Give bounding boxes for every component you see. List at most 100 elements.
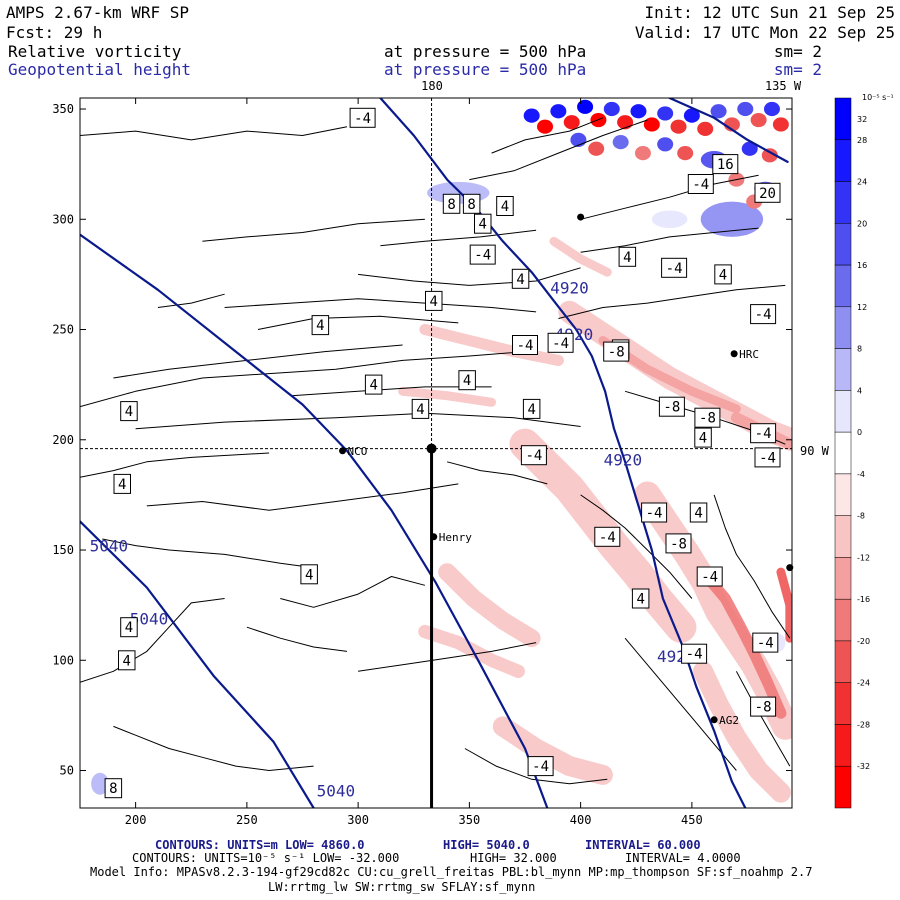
colorbar-bin--24 [834, 682, 852, 725]
geopotential-contour-summary: CONTOURS: UNITS=m LOW= 4860.0 [155, 838, 365, 852]
vorticity-label-21: -4 [750, 423, 777, 444]
field2-smoothing: sm= 2 [774, 60, 822, 79]
vorticity-label-box [511, 268, 530, 289]
vorticity-label-28: -8 [665, 533, 692, 554]
vorticity-label-text: -4 [525, 448, 542, 464]
field2-name: Geopotential height [8, 60, 191, 79]
vorticity-label-box [442, 193, 461, 214]
station-label: HRC [739, 348, 759, 361]
vorticity-contour-19 [580, 227, 759, 253]
vorticity-label-box [603, 341, 630, 362]
colorbar-tick-32: 32 [857, 115, 867, 124]
model-info-line2: LW:rrtmg_lw SW:rrtmg_sw SFLAY:sf_mynn [268, 880, 535, 894]
vorticity-contour-14 [113, 725, 314, 771]
vorticity-label-text: 4 [123, 653, 131, 669]
field1-name: Relative vorticity [8, 42, 182, 61]
colorbar-tick-16: 16 [857, 261, 867, 270]
vorticity-label-17: -4 [520, 445, 547, 466]
vorticity-contour-26 [624, 637, 737, 771]
vorticity-label-text: -4 [354, 111, 371, 127]
vorticity-label-text: 4 [463, 373, 471, 389]
vorticity-label-34: -4 [752, 632, 779, 653]
vorticity-contour-9 [80, 452, 270, 478]
vorticity-label-31: 4 [631, 588, 650, 609]
init-time: Init: 12 UTC Sun 21 Sep 25 [645, 3, 895, 22]
vorticity-label-text: 20 [759, 186, 776, 202]
vorticity-label-26: 4 [689, 502, 708, 523]
vorticity-label-box [754, 447, 781, 468]
y-axis: 50 100 150 200 250 300 350 [52, 102, 792, 778]
station-label: Henry [439, 531, 472, 544]
vorticity-label-text: -8 [608, 345, 625, 361]
y-tick-label-100: 100 [52, 653, 74, 667]
colorbar-tick-0: 0 [857, 428, 862, 437]
vorticity-label-33: 4 [118, 650, 136, 671]
vorticity-labels: -48844-444-4-4844444-4-8-8-8-44-44-44-4-… [104, 107, 781, 799]
vorticity-label-41: 4 [714, 264, 732, 285]
vorticity-label-text: 4 [501, 199, 509, 215]
vorticity-label-box [750, 304, 777, 325]
vorticity-label-text: -8 [755, 700, 772, 716]
vorticity-label-35: -4 [681, 643, 708, 664]
colorbar-bin--4 [834, 473, 852, 516]
geopotential-contour-high: HIGH= 5040.0 [443, 838, 530, 852]
vorticity-label-box [594, 526, 621, 547]
vorticity-contour-29 [446, 461, 548, 485]
colorbar-bin--16 [834, 598, 852, 642]
colorbar-tick-8: 8 [857, 345, 862, 354]
vorticity-label-box [689, 502, 708, 523]
vorticity-label-text: 4 [699, 431, 707, 447]
vorticity-label-box [311, 315, 330, 336]
colorbar-units: 10⁻⁵ s⁻¹ [862, 93, 894, 102]
field1-smoothing: sm= 2 [774, 42, 822, 61]
vorticity-label-text: -4 [666, 261, 683, 277]
vorticity-label-box [631, 588, 650, 609]
vorticity-label-24: 4 [113, 473, 131, 494]
vorticity-label-45: 16 [712, 154, 739, 175]
negative-vorticity-band-12 [549, 236, 612, 277]
vorticity-label-box [522, 398, 541, 419]
chart-header: AMPS 2.67-km WRF SP Init: 12 UTC Sun 21 … [6, 3, 895, 458]
mountain-vorticity-cell-10 [643, 117, 660, 132]
mountain-vorticity-cell-20 [772, 117, 789, 132]
colorbar-bin-12 [834, 306, 852, 349]
mountain-vorticity-cell-18 [750, 112, 767, 128]
vorticity-label-42: -4 [750, 304, 777, 325]
colorbar-bin-24 [834, 181, 852, 224]
station-marker [339, 447, 347, 455]
vorticity-label-text: -4 [759, 450, 776, 466]
vorticity-label-text: 4 [527, 402, 535, 418]
vorticity-contour-27 [464, 748, 608, 785]
colorbar: 10⁻⁵ s⁻¹ 28 24 20 16 12 8 4 0 -4 -8 -12 -16 -20 -24 -2… [834, 93, 894, 809]
station-henry: Henry [430, 531, 472, 544]
vorticity-contour-20 [469, 119, 648, 181]
vorticity-label-text: 16 [717, 157, 734, 173]
station-ag2: AG2 [710, 714, 739, 727]
vorticity-label-box [104, 778, 123, 799]
vorticity-label-2: 8 [442, 193, 461, 214]
vorticity-label-box [752, 632, 779, 653]
vorticity-label-text: -4 [517, 338, 534, 354]
vorticity-label-text: -4 [755, 426, 772, 442]
vorticity-label-text: 8 [447, 197, 455, 213]
vorticity-label-text: 8 [109, 781, 117, 797]
mountain-vorticity-cell-24 [634, 146, 651, 161]
vorticity-label-12: 4 [364, 374, 383, 395]
vorticity-label-text: -4 [686, 647, 703, 663]
vorticity-label-text: -4 [532, 759, 549, 775]
vorticity-contour-6 [380, 229, 537, 247]
station-marker [577, 213, 585, 221]
vorticity-contour-28 [246, 626, 348, 652]
positive-vorticity-blob-4 [700, 201, 764, 237]
mountain-vorticity-cell-12 [670, 119, 687, 134]
vorticity-label-text: 8 [467, 197, 475, 213]
x-tick-label-400: 400 [570, 813, 592, 827]
vorticity-label-18: -8 [603, 341, 630, 362]
vorticity-label-10: -4 [547, 332, 574, 353]
y-tick-label-350: 350 [52, 102, 74, 116]
colorbar-bin--28 [834, 724, 852, 767]
colorbar-tick--20: -20 [857, 637, 870, 646]
longitude-90w-label: 90 W [800, 444, 830, 458]
negative-vorticity-band-5 [697, 566, 787, 719]
